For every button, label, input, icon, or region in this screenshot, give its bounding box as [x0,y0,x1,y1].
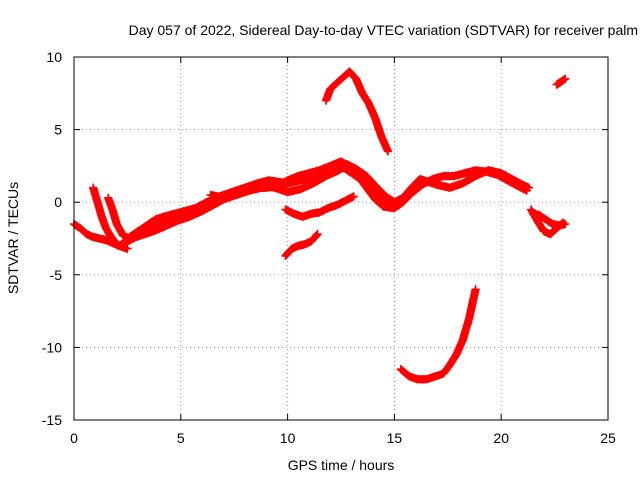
chart-title: Day 057 of 2022, Sidereal Day-to-day VTE… [129,22,638,38]
x-tick-label: 15 [387,430,403,446]
x-tick-label: 20 [493,430,509,446]
grid [74,57,608,420]
plot-frame [73,56,609,421]
y-tick-label: -10 [42,339,62,355]
x-tick-label: 10 [280,430,296,446]
plot-series [69,67,570,384]
y-tick-label: -15 [42,412,62,428]
series-arc-6 [281,192,359,221]
x-tick-label: 25 [600,430,616,446]
series-arc-9 [396,285,480,384]
series-arc-8 [321,67,393,156]
series-arc-11 [528,209,570,230]
x-tick-label: 0 [70,430,78,446]
y-tick-label: 5 [54,122,62,138]
y-tick-label: -5 [50,267,63,283]
y-tick-labels: -15 -10 -5 0 5 10 [42,49,62,428]
series-arc-2 [88,183,132,253]
y-tick-label: 10 [46,49,62,65]
series-arc-5 [206,160,534,207]
series-arc-7 [281,229,322,261]
x-tick-labels: 0 5 10 15 20 25 [70,430,616,446]
y-axis-label: SDTVAR / TECUs [5,182,21,294]
x-axis-label: GPS time / hours [288,457,395,473]
axis-ticks [73,56,609,421]
y-tick-label: 0 [54,194,62,210]
series-arc-12 [552,74,570,89]
x-tick-label: 5 [177,430,185,446]
